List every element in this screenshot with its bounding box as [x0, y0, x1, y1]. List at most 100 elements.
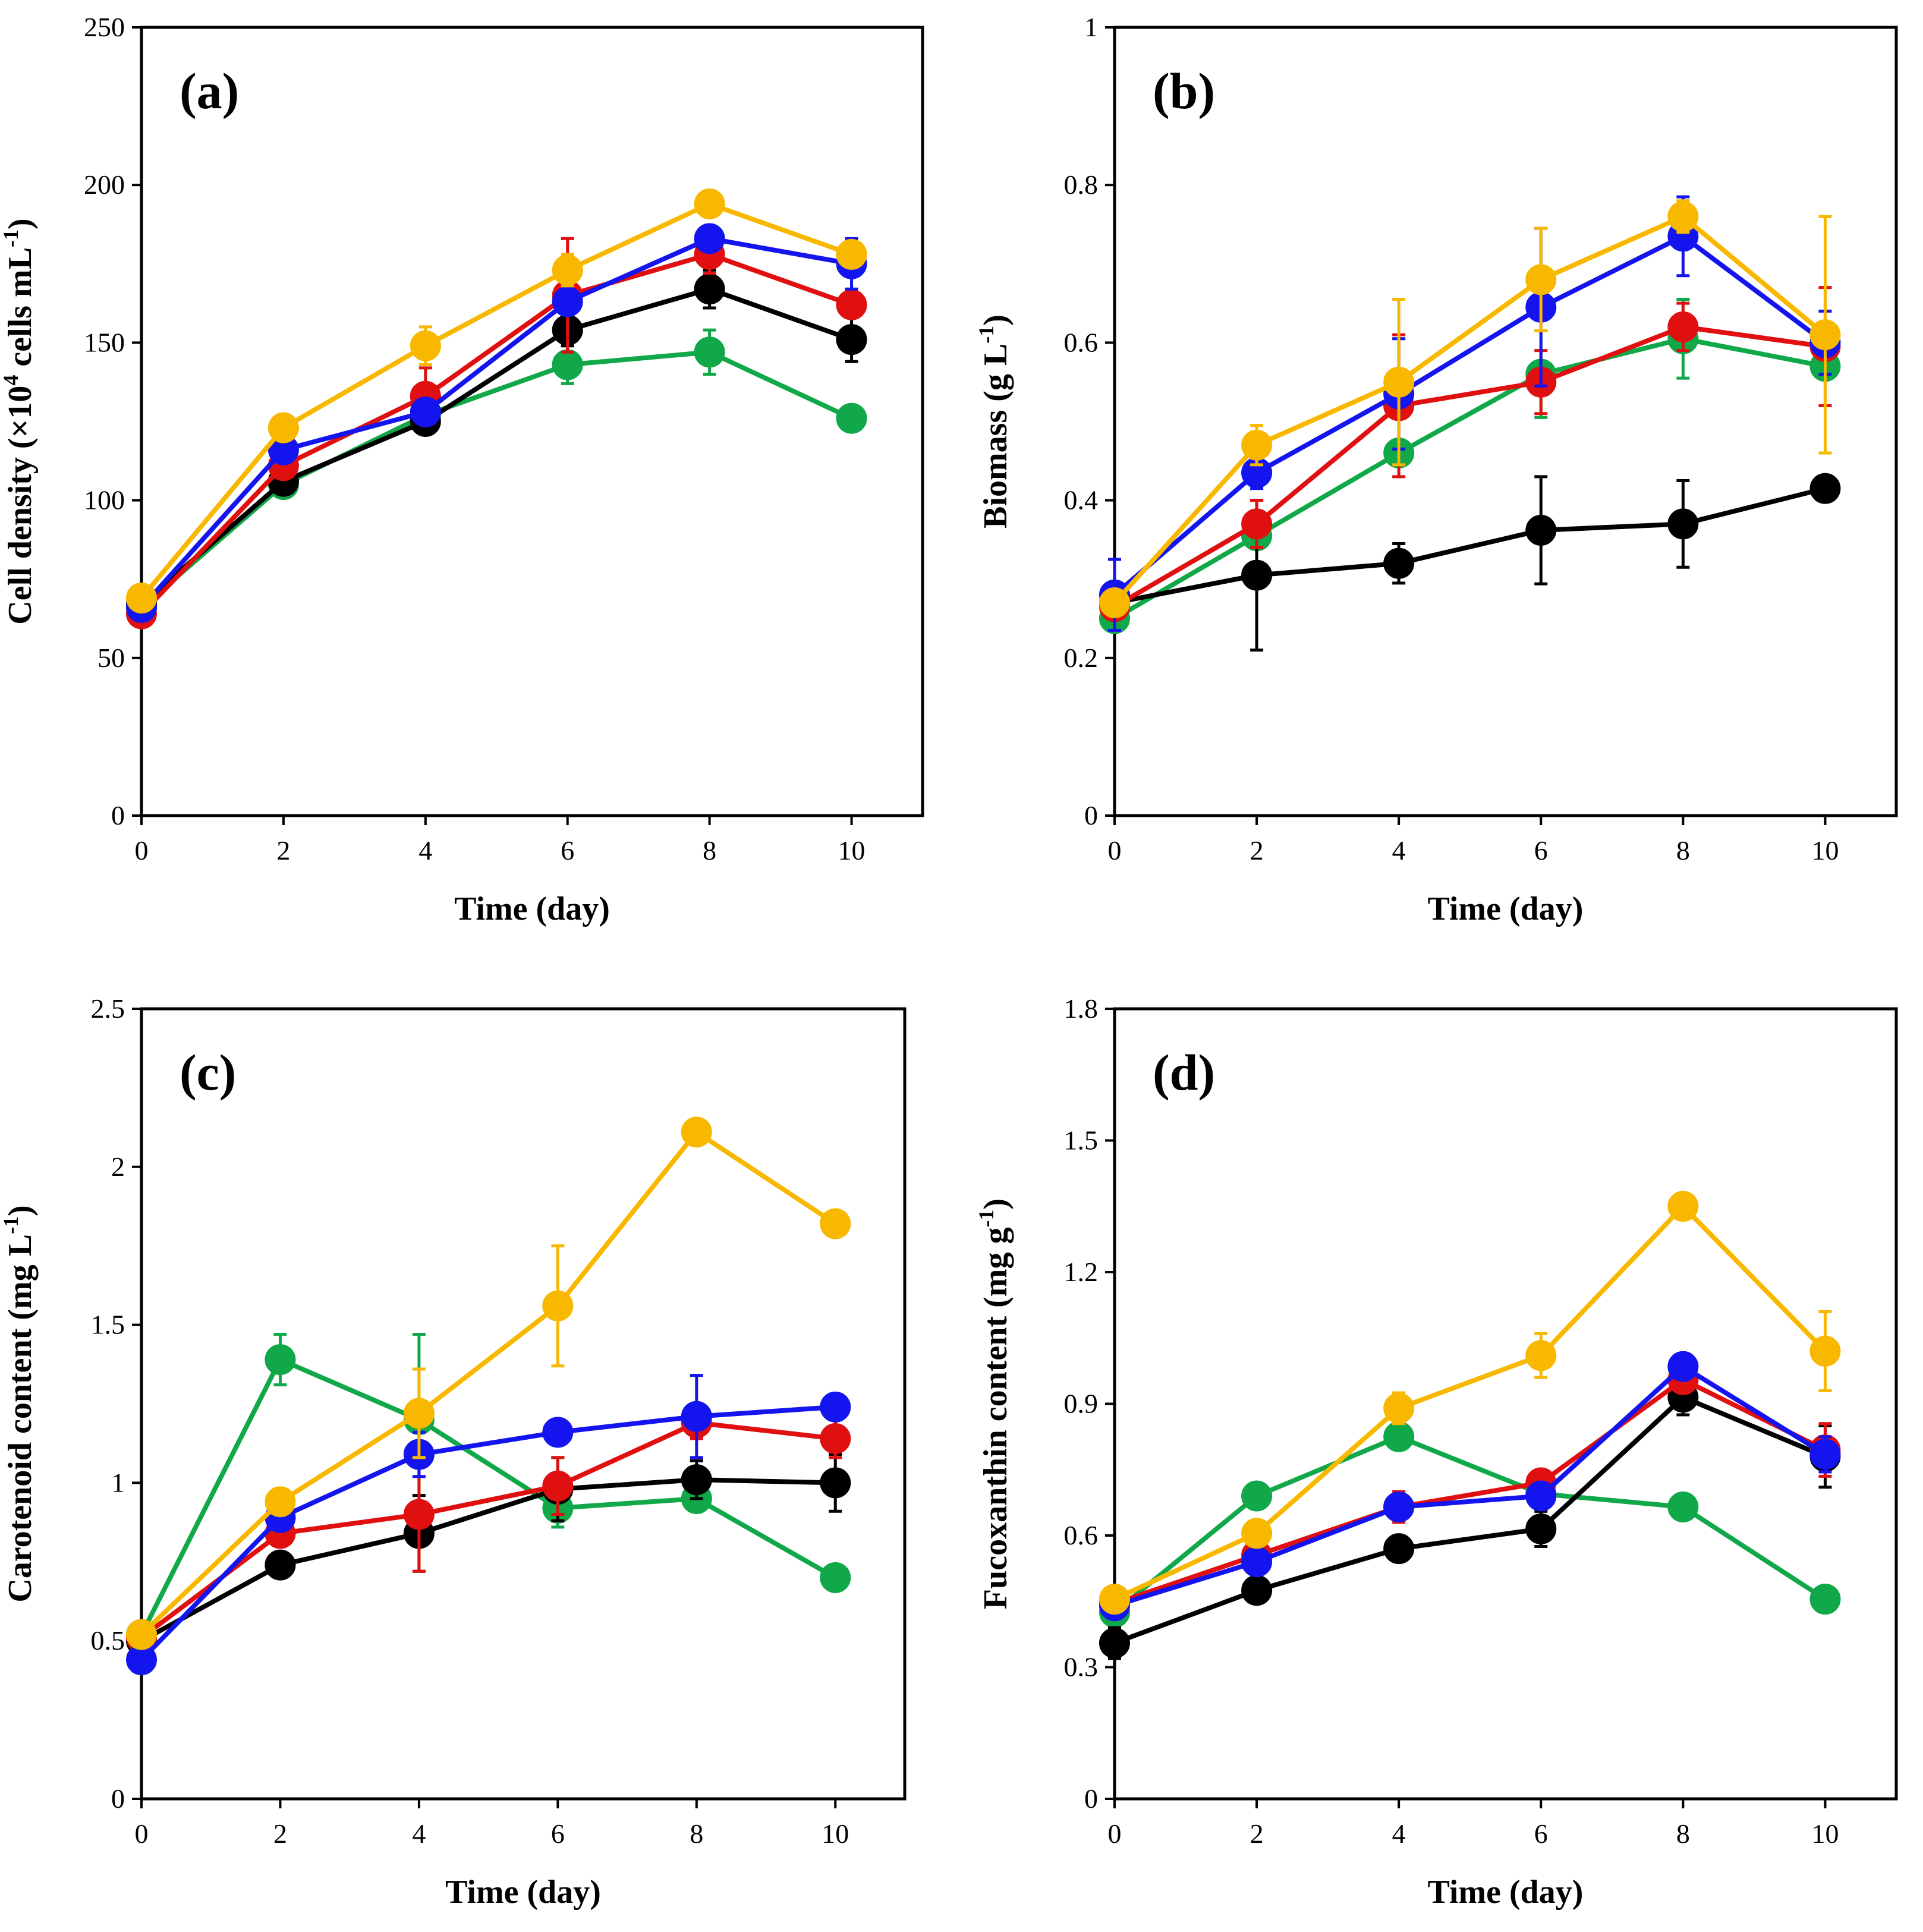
data-point	[552, 349, 583, 380]
y-tick-label: 1.5	[1064, 1125, 1099, 1156]
y-tick-label: 0.6	[1064, 1520, 1099, 1550]
x-tick-label: 8	[1676, 1818, 1690, 1849]
y-tick-label: 150	[84, 327, 125, 357]
y-tick-label: 0.8	[1064, 169, 1099, 200]
data-point	[694, 273, 725, 305]
series-line	[140, 236, 852, 609]
series-line	[140, 1477, 836, 1643]
data-point	[681, 1116, 712, 1148]
data-point	[1525, 1340, 1557, 1371]
series-line	[139, 1357, 837, 1636]
x-tick-label: 2	[273, 1818, 287, 1849]
series-yellow	[1099, 1191, 1841, 1615]
data-point	[836, 238, 867, 270]
x-tick-label: 6	[1534, 1818, 1548, 1849]
series-red	[1099, 286, 1841, 622]
series-green	[1099, 1421, 1841, 1628]
y-axis-title-part: -1	[0, 1216, 23, 1234]
data-point	[1667, 508, 1699, 540]
series-blue	[1099, 1351, 1841, 1622]
data-point	[1383, 1533, 1415, 1565]
data-point	[1099, 587, 1130, 618]
data-point	[820, 1391, 851, 1423]
x-tick-label: 4	[1392, 1818, 1406, 1849]
series-black	[1099, 1378, 1841, 1660]
data-point	[694, 336, 725, 368]
series-line	[140, 251, 852, 616]
series-line	[1113, 1395, 1826, 1645]
data-point	[1809, 319, 1841, 351]
y-tick-label: 1.8	[1064, 993, 1099, 1024]
series-line	[1113, 336, 1826, 621]
panel-c: 0 0.5 1 1.5 2 2.5 0 2 4 6 8 10 Time (day) Carotenoid …	[0, 993, 907, 1911]
series-green	[126, 1333, 851, 1650]
y-axis-title-part: )	[2, 218, 39, 229]
data-point	[1525, 1480, 1557, 1512]
data-point	[552, 254, 583, 286]
y-tick-label: 0.3	[1064, 1652, 1099, 1682]
data-point	[403, 1499, 435, 1530]
data-point	[1809, 1584, 1841, 1615]
y-tick-label: 1.2	[1064, 1257, 1099, 1287]
y-axis-title-part: 4	[0, 375, 23, 386]
data-point	[836, 402, 867, 434]
data-point	[1241, 508, 1273, 540]
series-line	[140, 1129, 837, 1637]
panel-label: (b)	[1153, 62, 1215, 119]
y-axis-title-part: -1	[0, 229, 23, 247]
x-tick-label: 0	[1108, 1818, 1122, 1849]
panel-label: (d)	[1153, 1044, 1215, 1101]
series-line	[139, 202, 852, 600]
data-point	[126, 583, 157, 614]
x-axis-title: Time (day)	[1428, 1874, 1584, 1911]
x-tick-label: 6	[561, 835, 574, 866]
data-point	[820, 1208, 851, 1239]
data-point	[403, 1398, 435, 1429]
panel-a: 0 50 100 150 200 250 0 2 4 6 8 10 Time (day) Cell den…	[0, 12, 924, 927]
y-axis-title-part: )	[977, 314, 1014, 326]
data-point	[410, 397, 441, 428]
data-point	[681, 1401, 712, 1432]
data-point	[552, 286, 583, 317]
series-blue	[126, 223, 867, 623]
series-red	[126, 234, 867, 630]
data-point	[1383, 1421, 1415, 1452]
series-line	[140, 1420, 836, 1640]
y-tick-label: 0	[111, 800, 125, 830]
data-point	[1383, 547, 1415, 579]
x-tick-label: 0	[135, 835, 149, 866]
data-point	[694, 188, 725, 220]
series-line	[1113, 1377, 1827, 1606]
y-tick-label: 100	[84, 485, 125, 515]
data-point	[410, 330, 441, 361]
x-tick-label: 0	[135, 1818, 149, 1849]
data-point	[267, 412, 299, 443]
series-yellow	[126, 1116, 851, 1650]
x-tick-label: 0	[1108, 835, 1122, 866]
data-point	[1383, 1492, 1415, 1523]
y-tick-label: 0	[1084, 800, 1098, 830]
series-yellow	[126, 188, 867, 614]
data-point	[1525, 1513, 1557, 1544]
data-point	[1099, 1584, 1130, 1615]
data-point	[1241, 1480, 1273, 1512]
series-black	[1099, 473, 1841, 652]
x-tick-label: 8	[690, 1818, 703, 1849]
y-axis-title-part: Carotenoid content (mg L	[2, 1234, 39, 1603]
x-axis-title: Time (day)	[454, 891, 610, 927]
series-black	[126, 268, 867, 620]
data-point	[1099, 1627, 1130, 1659]
y-axis-title-part: )	[2, 1205, 39, 1216]
data-point	[1383, 1392, 1415, 1424]
data-point	[1667, 201, 1699, 232]
x-tick-label: 8	[703, 835, 716, 866]
y-axis-title-part: -1	[974, 326, 998, 344]
data-point	[820, 1562, 851, 1593]
data-point	[1241, 559, 1273, 591]
data-point	[1241, 1575, 1273, 1606]
data-point	[542, 1470, 574, 1502]
series-line	[1113, 234, 1827, 597]
data-point	[836, 324, 867, 355]
data-point	[1525, 264, 1557, 295]
